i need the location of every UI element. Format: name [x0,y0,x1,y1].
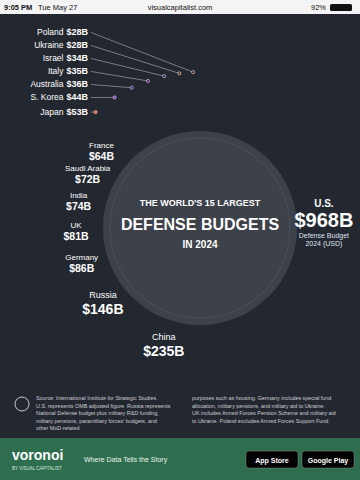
category-label: Japan [40,107,63,117]
battery-icon [330,4,352,11]
tagline: Where Data Tells the Story [84,456,168,464]
status-bar [0,0,360,14]
background [0,14,360,438]
title: IN 2024 [182,239,217,250]
category-label: Italy [48,66,64,76]
slice [51,180,107,219]
source-text: to Ukraine. Poland excludes Armed Forces… [192,418,330,424]
category-label: China [152,332,176,342]
source-text: UK includes Armed Forces Pension Scheme … [192,410,336,416]
annotation: Defense Budget [299,232,349,240]
leader-dot [113,96,116,99]
source-text: military pensions, paramilitary forces' … [36,418,157,424]
category-label: Australia [30,79,63,89]
category-label: UK [71,221,83,230]
byline: BY VISUAL CAPITALIST [12,466,62,471]
source-text: allocation, military pensions, and milit… [192,403,325,409]
leader-dot [163,75,166,78]
data-label: $53B [66,107,88,117]
leader-line [91,58,164,76]
source-text: National Defense budget plus military R&… [36,410,159,416]
slice [142,84,172,138]
source-text: Source: International Institute for Stra… [36,395,158,401]
category-label: Russia [89,290,117,300]
slice [127,90,162,143]
category-label: S. Korea [30,92,63,102]
data-label: $74B [66,200,92,212]
data-label: $34B [66,53,88,63]
source-icon [15,397,29,411]
leader-line [91,32,193,72]
data-label: $28B [66,40,88,50]
category-label: Poland [37,27,64,37]
category-label: Germany [65,253,98,262]
store-badge-label: App Store [255,457,289,465]
slice [109,97,152,150]
source-text: purposes such as housing. Germany includ… [192,395,331,401]
data-labels: U.S.$968BDefense Budget2024 (USD)China$2… [30,27,353,358]
donut-hole [103,131,297,325]
title: DEFENSE BUDGETS [121,216,280,233]
store-badge[interactable] [302,451,354,468]
slice [158,80,183,134]
store-badge[interactable] [246,451,298,468]
brand: voronoi [12,447,63,463]
status-date: Tue May 27 [38,3,77,12]
data-label: $968B [294,209,353,231]
slice [50,215,103,253]
page: 9:05 PM Tue May 27 visualcapitalist.com 92%… [0,0,360,480]
leader-dot [130,86,133,89]
data-label: $81B [64,230,90,242]
data-label: $235B [143,343,184,359]
slice [174,79,192,132]
status-url: visualcapitalist.com [148,3,213,12]
data-label: $44B [66,92,88,102]
footer-band [0,438,360,480]
category-label: Ukraine [34,40,64,50]
source-text: U.S. represents OMB adjusted figure. Rus… [36,403,171,409]
category-label: Saudi Arabia [65,164,111,173]
leader-dot [146,79,149,82]
data-label: $146B [82,301,123,317]
category-label: Israel [43,53,64,63]
data-label: $28B [66,27,88,37]
status-time: 9:05 PM [4,3,32,12]
data-label: $64B [89,150,115,162]
category-label: France [89,141,114,150]
leader-dot [94,110,97,113]
status-battery: 92% [311,3,326,12]
data-label: $36B [66,79,88,89]
leader-line [91,71,148,80]
category-label: U.S. [314,198,334,209]
data-label: $86B [69,262,95,274]
category-label: India [70,191,88,200]
leader-dot [191,71,194,74]
data-label: $35B [66,66,88,76]
store-badge-label: Google Play [308,457,349,465]
slice [52,244,111,292]
leader-line [91,84,132,87]
leader-dot [178,72,181,75]
hole-ring [110,138,290,318]
source-text: other MoD-related [36,425,79,431]
data-label: $72B [75,173,101,185]
slice [187,78,200,130]
annotation: 2024 (USD) [305,240,342,248]
leader-line [91,97,115,98]
title: THE WORLD'S 15 LARGEST [140,198,261,208]
